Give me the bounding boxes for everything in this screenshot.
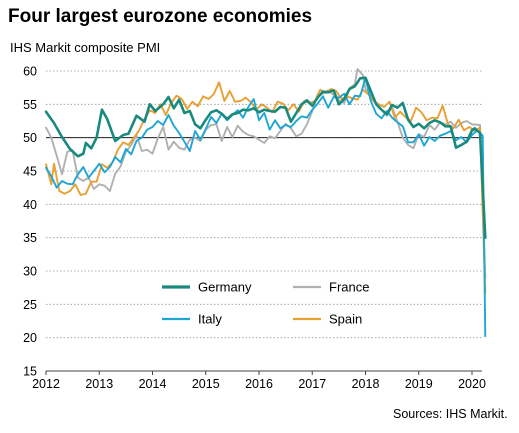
y-tick-label: 50 <box>23 131 37 145</box>
y-tick-label: 40 <box>23 198 37 212</box>
y-tick-label: 60 <box>23 65 37 79</box>
y-axis-label: IHS Markit composite PMI <box>10 40 161 55</box>
source-note: Sources: IHS Markit. <box>393 407 508 421</box>
y-tick-label: 55 <box>23 98 37 112</box>
x-tick-label: 2016 <box>245 377 273 391</box>
chart-title: Four largest eurozone economies <box>8 6 313 27</box>
series-line-italy <box>45 76 487 338</box>
y-tick-label: 15 <box>23 365 37 379</box>
legend-label-germany: Germany <box>198 280 252 295</box>
legend-label-france: France <box>329 280 369 295</box>
series-line-spain <box>45 81 487 294</box>
gridlines <box>46 70 482 339</box>
series-lines <box>44 68 487 338</box>
x-tick-label: 2014 <box>139 377 167 391</box>
x-tick-label: 2020 <box>458 377 486 391</box>
x-tick-label: 2017 <box>298 377 326 391</box>
y-tick-label: 35 <box>23 231 37 245</box>
x-tick-label: 2019 <box>405 377 433 391</box>
y-tick-label: 25 <box>23 298 37 312</box>
series-line-germany <box>44 76 487 239</box>
series-line-france <box>45 68 487 280</box>
legend-label-spain: Spain <box>329 312 362 327</box>
y-tick-label: 30 <box>23 265 37 279</box>
legend: Germany France Italy Spain <box>162 280 369 327</box>
y-tick-label: 20 <box>23 331 37 345</box>
x-tick-label: 2018 <box>352 377 380 391</box>
x-axis-ticks: 2012 2013 2014 2015 2016 2017 2018 2019 2020 <box>32 370 486 391</box>
legend-label-italy: Italy <box>198 312 222 327</box>
x-tick-label: 2012 <box>32 377 60 391</box>
x-tick-label: 2015 <box>192 377 220 391</box>
y-axis-ticks: 15 20 25 30 35 40 45 50 55 60 <box>23 65 37 379</box>
x-tick-label: 2013 <box>85 377 113 391</box>
y-tick-label: 45 <box>23 165 37 179</box>
